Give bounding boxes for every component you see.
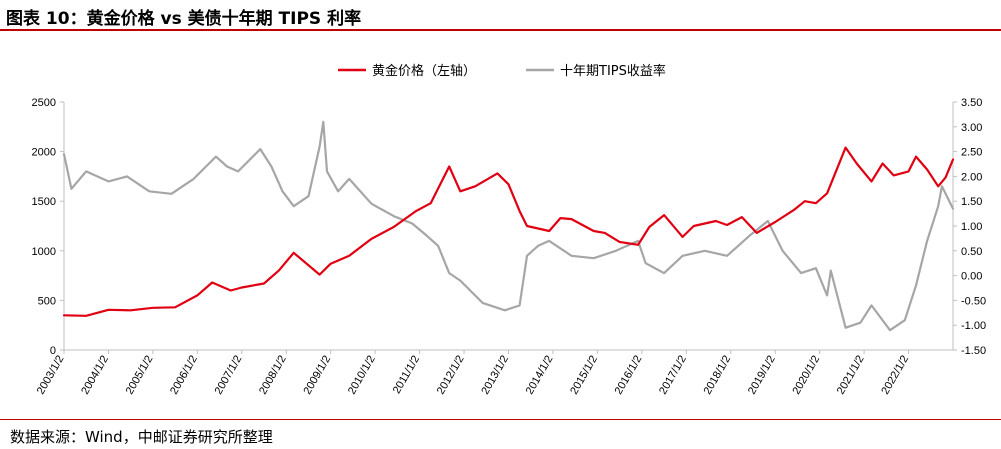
series-layer xyxy=(62,120,955,332)
legend-label-tips: 十年期TIPS收益率 xyxy=(560,63,666,79)
legend: 黄金价格（左轴） 十年期TIPS收益率 xyxy=(338,63,666,79)
title-divider xyxy=(0,29,1001,31)
y-left-tick-label: 500 xyxy=(38,295,56,307)
x-tick-label: 2013/1/2 xyxy=(479,354,511,397)
y-right-tick-label: 3.00 xyxy=(961,122,982,134)
chart-title: 图表 10：黄金价格 vs 美债十年期 TIPS 利率 xyxy=(6,9,362,29)
x-tick-label: 2016/1/2 xyxy=(613,354,645,397)
y-right-tick-label: 1.00 xyxy=(961,221,982,233)
x-tick-label: 2012/1/2 xyxy=(435,354,467,397)
x-tick-label: 2020/1/2 xyxy=(790,354,822,397)
x-tick-label: 2007/1/2 xyxy=(213,354,245,397)
x-tick-label: 2009/1/2 xyxy=(301,354,333,397)
y-right-tick-label: -0.50 xyxy=(961,295,986,307)
tips-yield-line xyxy=(62,120,955,332)
footer-divider xyxy=(0,419,1001,420)
x-tick-label: 2017/1/2 xyxy=(657,354,689,397)
x-tick-label: 2003/1/2 xyxy=(35,354,67,397)
x-tick-label: 2006/1/2 xyxy=(168,354,200,397)
x-tick-label: 2022/1/2 xyxy=(879,354,911,397)
source-note: 数据来源：Wind，中邮证券研究所整理 xyxy=(10,428,273,446)
x-tick-label: 2018/1/2 xyxy=(702,354,734,397)
y-right-tick-label: 1.50 xyxy=(961,196,982,208)
y-right-tick-label: 2.50 xyxy=(961,147,982,159)
x-tick-label: 2008/1/2 xyxy=(257,354,289,397)
y-left-tick-label: 1000 xyxy=(32,246,56,258)
axes: 0 500 1000 1500 2000 2500 -1.50 -1.00 -0.50 0.00 0… xyxy=(32,97,987,397)
y-left-tick-label: 1500 xyxy=(32,196,56,208)
x-tick-label: 2010/1/2 xyxy=(346,354,378,397)
y-right-tick-label: 2.00 xyxy=(961,171,982,183)
x-tick-label: 2015/1/2 xyxy=(568,354,600,397)
x-tick-label: 2011/1/2 xyxy=(391,354,422,396)
y-left-tick-label: 2000 xyxy=(32,147,56,159)
y-right-tick-label: 0.00 xyxy=(961,271,982,283)
x-tick-label: 2021/1/2 xyxy=(835,354,867,397)
legend-label-gold: 黄金价格（左轴） xyxy=(372,63,476,79)
x-tick-label: 2014/1/2 xyxy=(524,354,556,397)
y-right-tick-label: 3.50 xyxy=(961,97,982,109)
gold-price-line xyxy=(62,146,955,317)
y-right-tick-label: -1.50 xyxy=(961,345,986,357)
y-left-tick-label: 0 xyxy=(50,345,56,357)
x-tick-label: 2005/1/2 xyxy=(124,354,156,397)
x-tick-label: 2004/1/2 xyxy=(79,354,111,397)
y-right-tick-label: 0.50 xyxy=(961,246,982,258)
y-right-tick-label: -1.00 xyxy=(961,320,986,332)
x-tick-label: 2019/1/2 xyxy=(746,354,778,397)
y-left-tick-label: 2500 xyxy=(32,97,56,109)
chart-canvas: 黄金价格（左轴） 十年期TIPS收益率 0 500 1000 1500 2000 2500 -… xyxy=(32,63,987,397)
